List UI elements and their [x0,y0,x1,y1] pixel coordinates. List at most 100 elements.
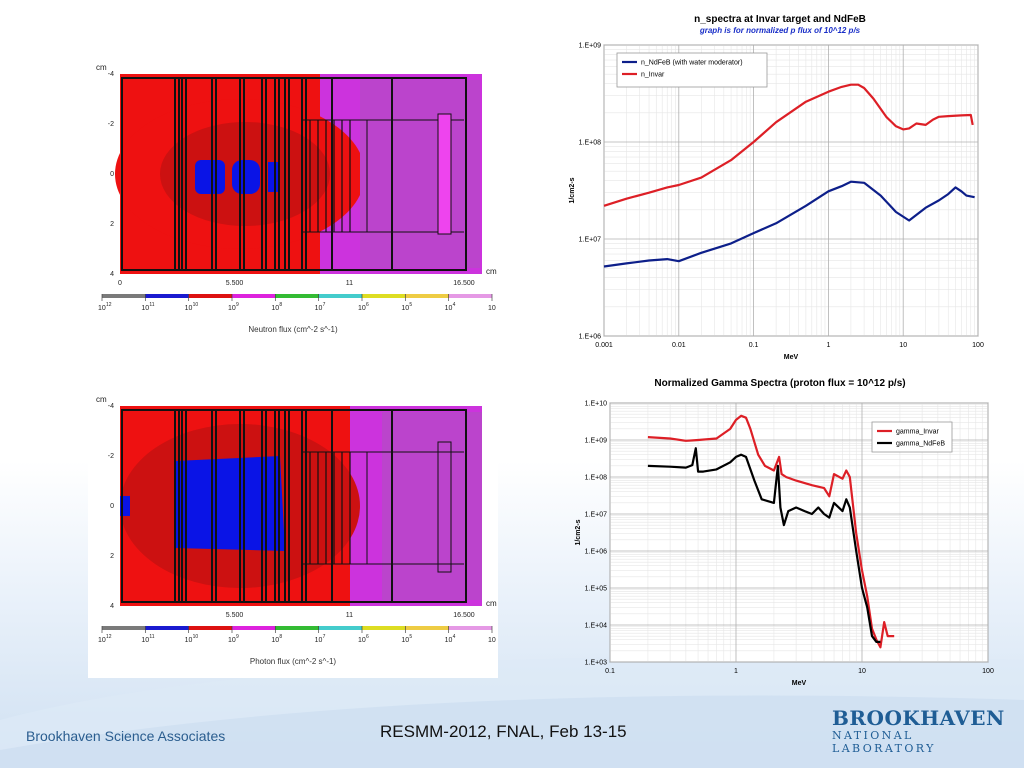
brookhaven-logo: BROOKHAVEN NATIONAL LABORATORY [832,706,1004,755]
colorbar-segment [102,626,146,630]
colorbar-exponent: 8 [279,302,282,308]
y-axis-label: 1/cm2-s [575,519,582,545]
colorbar-label: 10 [228,305,236,312]
colorbar-segment [275,294,319,298]
logo-line-2: NATIONAL LABORATORY [832,729,936,755]
legend-label: n_NdFeB (with water moderator) [641,60,743,67]
colorbar-segment [145,626,189,630]
colorbar-segment [318,294,362,298]
x-tick-label: 0 [118,280,122,287]
y-tick-label: 1.E+09 [579,43,601,50]
colorbar-label: 10 [141,305,149,312]
y-tick-label: -2 [108,453,114,460]
gamma-spectra-chart-panel: Normalized Gamma Spectra (proton flux = … [560,376,1000,696]
colorbar-segment [362,626,406,630]
colorbar-label: 10 [488,637,496,644]
colorbar-segment [405,626,449,630]
x-tick-label: 11 [346,280,353,287]
colorbar-exponent: 8 [279,634,282,640]
map-caption: Photon flux (cm^-2 s^-1) [250,657,337,666]
map-violet-region [360,80,480,268]
y-tick-label: 1.E+03 [585,660,607,667]
x-tick-label: 5.500 [226,612,244,619]
y-axis-label: 1/cm2-s [569,177,576,203]
y-tick-label: 2 [110,553,114,560]
map-blue-spot [232,160,260,194]
colorbar-exponent: 9 [236,302,239,308]
map-plate-outline [211,77,217,271]
x-tick-label: 100 [982,668,994,675]
y-tick-label: 0 [110,171,114,178]
series-line-n-invar [603,83,974,207]
colorbar-exponent: 12 [106,634,112,640]
colorbar-exponent: 6 [366,634,369,640]
map-blue-spot [195,160,225,194]
legend-box [871,421,953,453]
colorbar-segment [448,626,492,630]
map-block-outline [331,77,393,271]
map-target-outline [437,441,452,573]
y-tick-label: 2 [110,221,114,228]
x-tick-label: 1 [734,668,738,675]
map-block-outline [331,409,393,603]
colorbar-exponent: 11 [149,302,154,308]
x-tick-label: 10 [899,342,907,349]
colorbar-exponent: 6 [366,302,369,308]
x-tick-label: 10 [858,668,866,675]
colorbar-exponent: 5 [409,302,412,308]
x-tick-label: 1 [826,342,830,349]
x-unit-label: cm [486,267,497,276]
colorbar-segment [232,626,276,630]
neutron-flux-map-panel: cm -4 -2 0 2 4 cm 0 5.500 11 16.500 10 12 10 11 10 10 10 9… [88,56,498,346]
series-line-gamma-invar [647,414,895,649]
colorbar-segment [102,294,146,298]
colorbar-exponent: 10 [193,302,199,308]
y-tick-label: 1.E+07 [579,237,601,244]
map-plate-outline [211,409,217,603]
y-tick-label: 4 [110,603,114,610]
map-outline [121,77,467,271]
y-unit-label: cm [96,63,107,72]
colorbar-label: 10 [98,637,106,644]
colorbar-label: 10 [445,637,453,644]
x-tick-label: 0.1 [605,668,615,675]
neutron-spectra-chart-panel: n_spectra at Invar target and NdFeB graph… [560,8,1000,368]
colorbar-label: 10 [228,637,236,644]
colorbar-label: 10 [141,637,149,644]
y-tick-label: -4 [108,71,114,78]
colorbar-label: 10 [445,305,453,312]
map-caption: Neutron flux (cm^-2 s^-1) [248,325,338,334]
y-tick-label: 1.E+09 [585,438,607,445]
chart-title: n_spectra at Invar target and NdFeB [694,14,866,25]
y-tick-label: 0 [110,503,114,510]
colorbar-segment [145,294,189,298]
colorbar-segment [188,626,232,630]
x-tick-label: 0.01 [672,342,686,349]
x-unit-label: cm [486,599,497,608]
y-tick-label: -4 [108,403,114,410]
x-tick-label: 11 [346,612,353,619]
colorbar-segment [318,626,362,630]
colorbar-label: 10 [401,637,409,644]
colorbar-segment [232,294,276,298]
colorbar-segment [448,294,492,298]
y-tick-label: 1.E+08 [579,140,601,147]
map-plate-outline [174,77,180,271]
map-target-outline [437,113,452,235]
colorbar-label: 10 [315,305,323,312]
legend-label: gamma_Invar [896,429,939,436]
x-tick-label: 5.500 [226,280,244,287]
y-tick-label: 1.E+04 [585,623,607,630]
y-tick-label: 4 [110,271,114,278]
y-tick-label: 1.E+08 [585,475,607,482]
x-tick-label: 16.500 [453,280,475,287]
map-blue-edge [120,496,130,516]
colorbar-exponent: 11 [149,634,154,640]
legend-label: n_Invar [641,72,665,79]
chart-title: Normalized Gamma Spectra (proton flux = … [654,378,905,389]
colorbar-label: 10 [358,305,366,312]
neutron-spectra-chart: n_spectra at Invar target and NdFeBgraph… [569,14,984,361]
x-axis-label: MeV [784,354,799,361]
